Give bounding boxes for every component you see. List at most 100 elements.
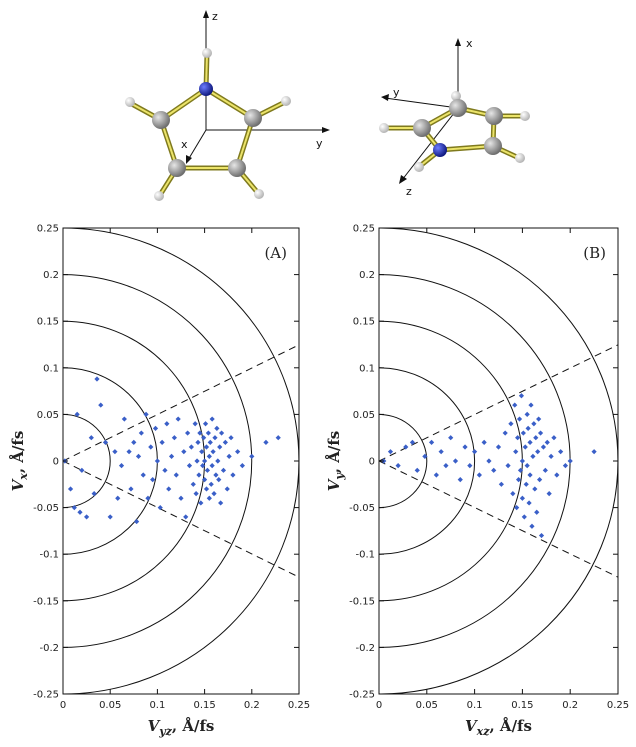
data-point [495,444,502,450]
data-point [591,449,597,455]
x-tick-label: 0.25 [288,700,310,711]
mol1-c-atom [244,109,262,127]
data-point [115,495,121,501]
data-point [148,444,154,450]
data-point [387,449,394,455]
data-point [217,444,223,450]
data-point [198,500,204,506]
reference-circle [379,413,428,509]
mol2-h-atom [451,91,461,101]
x-tick-label: 0.15 [511,700,533,711]
data-point [522,444,528,450]
data-point [193,491,199,497]
data-point [190,481,196,487]
data-point [209,463,215,469]
data-point [433,472,439,478]
data-point [201,435,207,441]
mol1-axis-label-y: y [316,137,323,150]
data-point [218,500,224,506]
data-point [526,500,532,506]
data-point [202,421,209,427]
data-point [409,439,416,445]
data-point [220,467,227,473]
data-point [530,453,536,459]
data-point [71,505,77,511]
data-point [203,486,210,492]
data-point [498,481,504,487]
y-tick-label: 0 [53,457,59,468]
data-point [195,439,201,445]
y-tick-label: -0.1 [355,550,375,561]
y-tick-label: 0.2 [359,270,375,281]
y-tick-label: -0.1 [39,550,59,561]
data-point [207,439,213,445]
y-tick-label: -0.25 [33,690,59,701]
mol1-h-atom [154,191,164,201]
data-point [538,532,545,539]
molecule-left: z y x [125,10,330,201]
reference-circle [379,228,618,694]
y-axis-label: Vy, Å/fs [325,431,346,492]
data-point [523,481,529,487]
data-point [519,495,525,501]
plot-frame [62,227,300,695]
mol2-h-atom [520,111,530,121]
data-point [249,453,255,459]
data-point [209,416,215,422]
data-point [542,467,548,473]
x-tick-label: 0.1 [149,700,165,711]
mol2-z-axis [401,107,459,181]
mol1-x-axis [187,129,207,161]
data-point [118,463,125,469]
mol2-n-atom [433,143,447,157]
data-point [467,463,473,469]
y-tick-label: -0.2 [39,643,59,654]
data-point [502,430,508,436]
data-point [178,495,184,501]
mol1-h-atom [254,189,264,199]
data-point [491,467,497,473]
y-tick-label: 0.05 [353,410,375,421]
data-point [181,449,187,455]
data-point [524,463,530,469]
y-tick-label: 0.1 [43,363,59,374]
mol2-h-atom [379,123,389,133]
data-point [520,430,526,436]
data-point [168,453,175,459]
data-point [79,467,85,473]
data-point [200,463,206,469]
data-point [171,435,177,441]
mol2-h-atom [515,153,525,163]
data-point [535,449,541,455]
mol2-c-atom [449,99,467,117]
data-point [159,439,165,445]
data-point [230,472,236,478]
data-point [226,453,232,459]
molecule-right: x y z [379,37,530,198]
data-point [143,411,149,417]
y-tick-label: 0.15 [37,317,59,328]
data-point [486,458,492,464]
data-point [140,472,146,478]
x-tick-label: 0.25 [607,700,629,711]
data-point [218,430,225,436]
data-point [131,439,137,445]
data-point [537,430,544,436]
y-tick-label: -0.05 [33,503,59,514]
data-point [210,449,216,455]
data-point [263,439,269,445]
data-point [537,477,543,483]
data-point [527,439,533,445]
reference-circle [63,228,299,694]
data-point [173,472,179,478]
data-point [562,463,569,469]
y-tick-label: 0.25 [37,224,59,235]
mol2-axis-label-x: x [466,37,473,50]
scatter-panel-a: 0 0.05 0.1 0.15 0.2 0.250.250.20.150.10.050-0… [9,224,310,739]
data-point [206,495,212,501]
data-point [164,421,170,427]
y-tick-label: -0.15 [349,596,375,607]
reference-circle [63,413,111,509]
data-point [546,491,552,497]
